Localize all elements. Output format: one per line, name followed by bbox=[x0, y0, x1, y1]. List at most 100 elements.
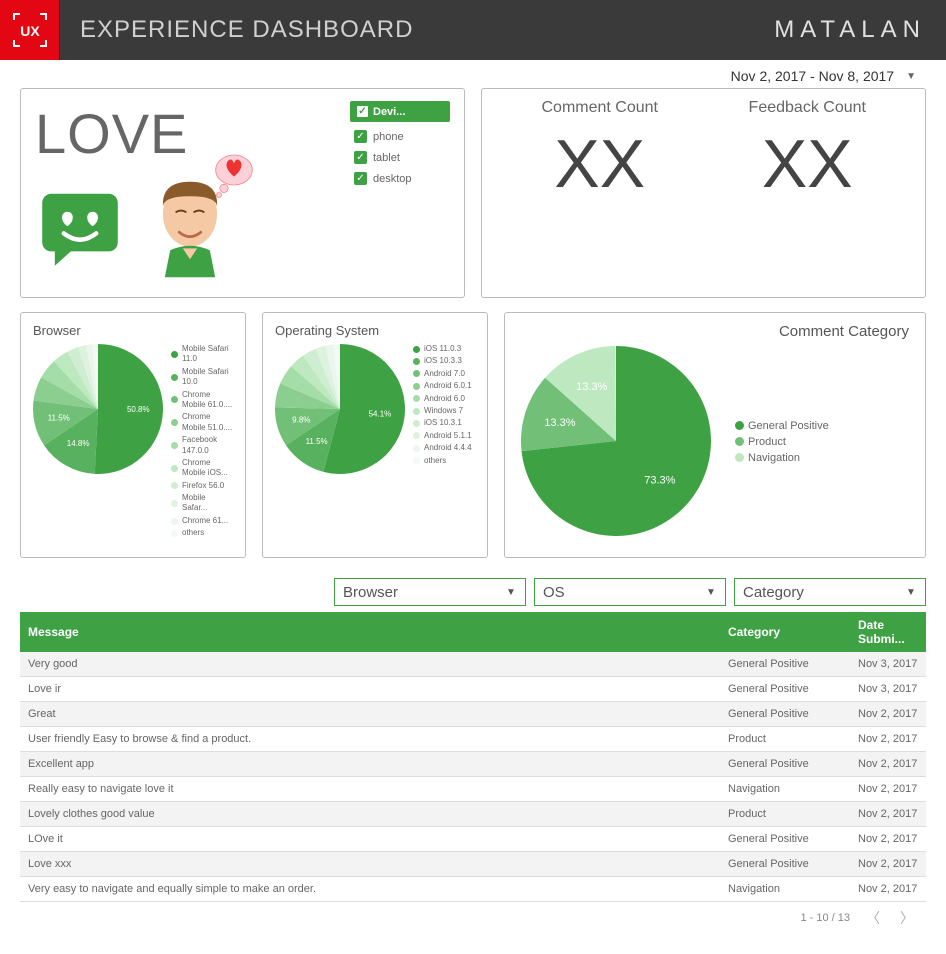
legend-label: Mobile Safar... bbox=[182, 493, 233, 514]
legend-dot-icon bbox=[171, 465, 178, 472]
legend-dot-icon bbox=[735, 421, 744, 430]
legend-dot-icon bbox=[171, 419, 178, 426]
table-cell: Navigation bbox=[720, 877, 850, 902]
os-chart-title: Operating System bbox=[275, 323, 475, 338]
legend-label: others bbox=[182, 528, 204, 538]
table-cell: Lovely clothes good value bbox=[20, 802, 720, 827]
device-filter-header[interactable]: ✓ Devi... bbox=[350, 101, 450, 122]
table-cell: Nov 2, 2017 bbox=[850, 852, 926, 877]
browser-pie[interactable]: 50.8%14.8%11.5% bbox=[33, 344, 163, 541]
table-cell: General Positive bbox=[720, 702, 850, 727]
os-filter[interactable]: OS ▼ bbox=[534, 578, 726, 606]
svg-text:9.8%: 9.8% bbox=[292, 415, 310, 424]
checkbox-icon: ✓ bbox=[354, 130, 367, 143]
legend-dot-icon bbox=[413, 420, 420, 427]
table-cell: Navigation bbox=[720, 777, 850, 802]
category-filter-label: Category bbox=[743, 584, 804, 601]
table-cell: Nov 2, 2017 bbox=[850, 702, 926, 727]
legend-dot-icon bbox=[413, 457, 420, 464]
device-label: tablet bbox=[373, 152, 400, 164]
legend-item: Windows 7 bbox=[413, 406, 472, 416]
table-cell: General Positive bbox=[720, 827, 850, 852]
legend-dot-icon bbox=[171, 396, 178, 403]
category-filter[interactable]: Category ▼ bbox=[734, 578, 926, 606]
legend-dot-icon bbox=[171, 482, 178, 489]
browser-chart-title: Browser bbox=[33, 323, 233, 338]
legend-label: Chrome Mobile iOS... bbox=[182, 458, 233, 479]
table-cell: Very good bbox=[20, 652, 720, 677]
pager-prev-button[interactable]: 〈 bbox=[862, 908, 884, 928]
table-cell: Nov 2, 2017 bbox=[850, 827, 926, 852]
category-chart-title: Comment Category bbox=[521, 323, 909, 340]
heart-thought-icon bbox=[209, 150, 259, 200]
table-cell: Nov 2, 2017 bbox=[850, 727, 926, 752]
device-filter-phone[interactable]: ✓ phone bbox=[354, 130, 450, 143]
page-title: EXPERIENCE DASHBOARD bbox=[80, 16, 774, 44]
date-range-text: Nov 2, 2017 - Nov 8, 2017 bbox=[731, 68, 894, 84]
table-cell: Very easy to navigate and equally simple… bbox=[20, 877, 720, 902]
table-row[interactable]: Really easy to navigate love itNavigatio… bbox=[20, 777, 926, 802]
table-row[interactable]: Love irGeneral PositiveNov 3, 2017 bbox=[20, 677, 926, 702]
legend-label: Mobile Safari 11.0 bbox=[182, 344, 233, 365]
device-label: phone bbox=[373, 131, 404, 143]
legend-label: Android 6.0.1 bbox=[424, 381, 472, 391]
legend-label: Chrome Mobile 61.0.... bbox=[182, 390, 233, 411]
legend-item: Facebook 147.0.0 bbox=[171, 435, 233, 456]
browser-legend: Mobile Safari 11.0Mobile Safari 10.0Chro… bbox=[171, 344, 233, 541]
table-row[interactable]: Very easy to navigate and equally simple… bbox=[20, 877, 926, 902]
pager-next-button[interactable]: 〉 bbox=[896, 908, 918, 928]
table-row[interactable]: Very goodGeneral PositiveNov 3, 2017 bbox=[20, 652, 926, 677]
legend-label: Chrome 61... bbox=[182, 516, 228, 526]
legend-label: iOS 11.0.3 bbox=[424, 344, 461, 354]
legend-item: Android 5.1.1 bbox=[413, 431, 472, 441]
legend-item: Chrome 61... bbox=[171, 516, 233, 526]
browser-filter[interactable]: Browser ▼ bbox=[334, 578, 526, 606]
browser-filter-label: Browser bbox=[343, 584, 398, 601]
love-card: LOVE bbox=[20, 88, 465, 298]
table-header[interactable]: Message bbox=[20, 612, 720, 652]
pager-text: 1 - 10 / 13 bbox=[800, 912, 850, 924]
legend-label: Navigation bbox=[748, 452, 800, 464]
table-row[interactable]: Lovely clothes good valueProductNov 2, 2… bbox=[20, 802, 926, 827]
table-cell: General Positive bbox=[720, 752, 850, 777]
legend-item: Chrome Mobile iOS... bbox=[171, 458, 233, 479]
date-range-picker[interactable]: Nov 2, 2017 - Nov 8, 2017 ▼ bbox=[0, 60, 946, 88]
legend-item: Mobile Safar... bbox=[171, 493, 233, 514]
legend-item: others bbox=[171, 528, 233, 538]
table-header[interactable]: Category bbox=[720, 612, 850, 652]
table-cell: Nov 2, 2017 bbox=[850, 752, 926, 777]
browser-chart-card: Browser 50.8%14.8%11.5% Mobile Safari 11… bbox=[20, 312, 246, 558]
table-row[interactable]: LOve itGeneral PositiveNov 2, 2017 bbox=[20, 827, 926, 852]
table-row[interactable]: GreatGeneral PositiveNov 2, 2017 bbox=[20, 702, 926, 727]
table-cell: Product bbox=[720, 802, 850, 827]
legend-item: Chrome Mobile 61.0.... bbox=[171, 390, 233, 411]
checkbox-icon: ✓ bbox=[354, 151, 367, 164]
os-legend: iOS 11.0.3iOS 10.3.3Android 7.0Android 6… bbox=[413, 344, 472, 479]
category-pie[interactable]: 73.3%13.3%13.3% bbox=[521, 346, 711, 541]
table-row[interactable]: Excellent appGeneral PositiveNov 2, 2017 bbox=[20, 752, 926, 777]
legend-item: iOS 11.0.3 bbox=[413, 344, 472, 354]
comment-count-value: XX bbox=[496, 125, 704, 203]
legend-item: Android 6.0.1 bbox=[413, 381, 472, 391]
legend-item: Navigation bbox=[735, 452, 829, 464]
table-row[interactable]: User friendly Easy to browse & find a pr… bbox=[20, 727, 926, 752]
legend-dot-icon bbox=[413, 432, 420, 439]
table-cell: Nov 2, 2017 bbox=[850, 777, 926, 802]
legend-dot-icon bbox=[413, 383, 420, 390]
device-filter: ✓ Devi... ✓ phone ✓ tablet ✓desktop bbox=[350, 101, 450, 285]
legend-dot-icon bbox=[171, 500, 178, 507]
chevron-down-icon: ▼ bbox=[499, 581, 523, 603]
feedback-count-label: Feedback Count bbox=[704, 99, 912, 117]
table-cell: Nov 3, 2017 bbox=[850, 677, 926, 702]
device-filter-desktop[interactable]: ✓desktop bbox=[354, 172, 450, 185]
os-pie[interactable]: 54.1%11.5%9.8% bbox=[275, 344, 405, 479]
love-speech-icon bbox=[35, 183, 125, 273]
table-header[interactable]: Date Submi... bbox=[850, 612, 926, 652]
svg-text:11.5%: 11.5% bbox=[306, 437, 328, 446]
device-filter-tablet[interactable]: ✓ tablet bbox=[354, 151, 450, 164]
table-row[interactable]: Love xxxGeneral PositiveNov 2, 2017 bbox=[20, 852, 926, 877]
legend-label: Chrome Mobile 51.0.... bbox=[182, 412, 233, 433]
legend-dot-icon bbox=[735, 437, 744, 446]
table-cell: LOve it bbox=[20, 827, 720, 852]
table-cell: General Positive bbox=[720, 677, 850, 702]
